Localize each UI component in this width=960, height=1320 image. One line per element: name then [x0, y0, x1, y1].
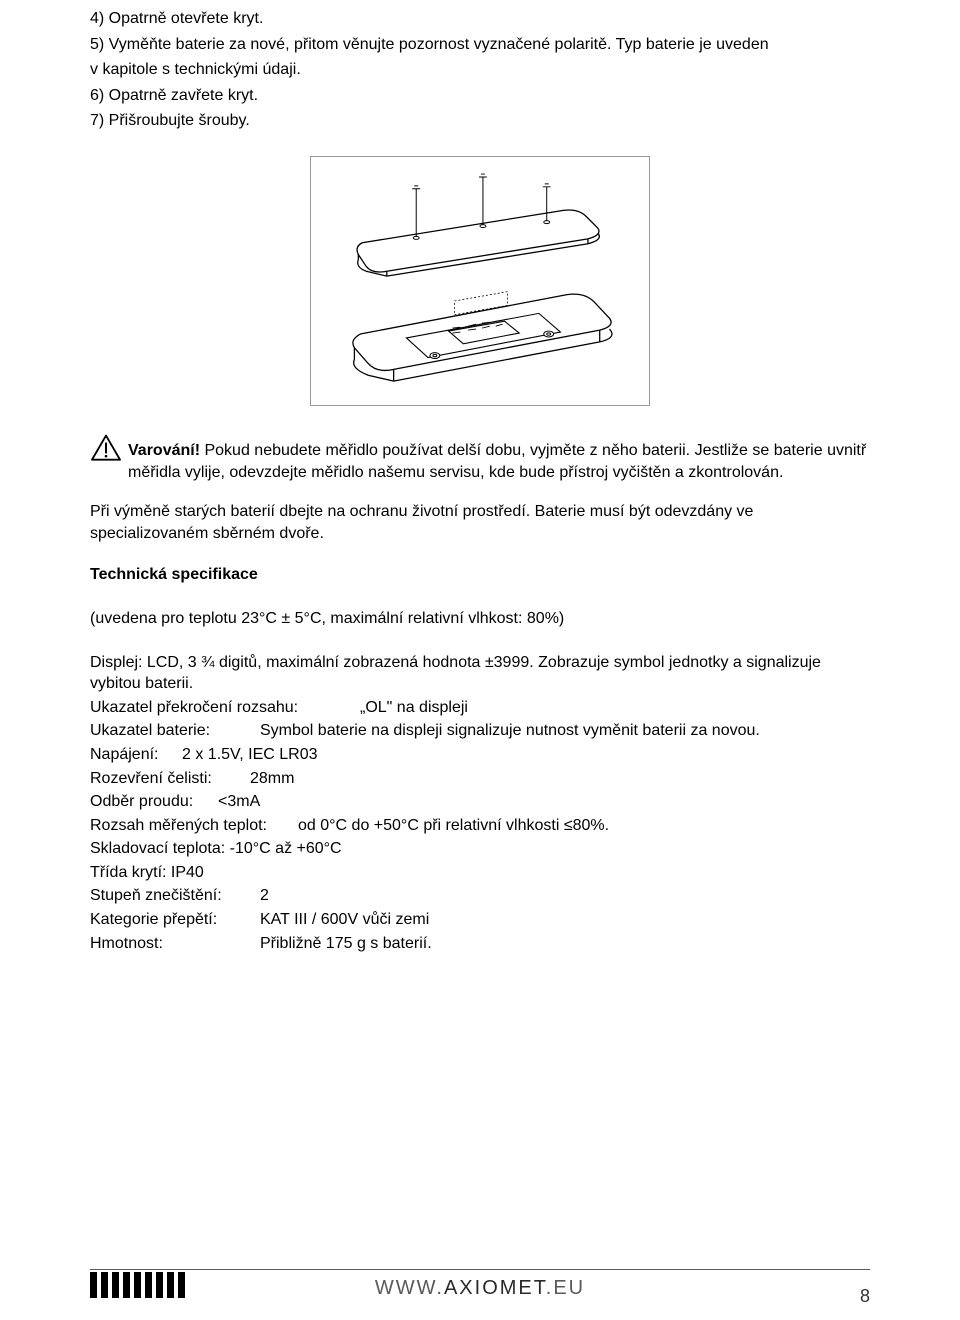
- spec-value: KAT III / 600V vůči zemi: [260, 909, 429, 931]
- step-6: 6) Opatrně zavřete kryt.: [90, 85, 870, 107]
- spec-label: Ukazatel překročení rozsahu:: [90, 697, 360, 719]
- spec-value: od 0°C do +50°C při relativní vlhkosti ≤…: [298, 815, 609, 837]
- environment-note: Při výměně starých baterií dbejte na och…: [90, 501, 870, 544]
- spec-conditions: (uvedena pro teplotu 23°C ± 5°C, maximál…: [90, 608, 870, 630]
- page-number: 8: [860, 1284, 870, 1308]
- warning-paragraph: Varování! Pokud nebudete měřidlo používa…: [90, 434, 870, 483]
- step-5-line2: v kapitole s technickými údaji.: [90, 59, 870, 81]
- spec-label: Rozsah měřených teplot:: [90, 815, 298, 837]
- spec-list: Displej: LCD, 3 ¾ digitů, maximální zobr…: [90, 652, 870, 955]
- spec-jaw: Rozevření čelisti: 28mm: [90, 768, 870, 790]
- url-suffix: .EU: [546, 1277, 585, 1299]
- spec-label: Rozevření čelisti:: [90, 768, 250, 790]
- barcode-icon: [90, 1272, 185, 1302]
- spec-label: Kategorie přepětí:: [90, 909, 260, 931]
- spec-label: Ukazatel baterie:: [90, 720, 260, 742]
- spec-current: Odběr proudu: <3mA: [90, 791, 870, 813]
- spec-label: Stupeň znečištění:: [90, 885, 260, 907]
- warning-title: Varování!: [128, 442, 204, 459]
- spec-value: <3mA: [218, 791, 260, 813]
- spec-ip: Třída krytí: IP40: [90, 862, 870, 884]
- spec-weight: Hmotnost: Přibližně 175 g s baterií.: [90, 933, 870, 955]
- warning-icon: [90, 434, 122, 462]
- step-7: 7) Přišroubujte šrouby.: [90, 110, 870, 132]
- spec-label: Hmotnost:: [90, 933, 260, 955]
- page-content: 4) Opatrně otevřete kryt. 5) Vyměňte bat…: [90, 0, 870, 954]
- spec-power: Napájení: 2 x 1.5V, IEC LR03: [90, 744, 870, 766]
- spec-value: 2 x 1.5V, IEC LR03: [182, 744, 318, 766]
- spec-value: 2: [260, 885, 269, 907]
- spec-temp-range: Rozsah měřených teplot: od 0°C do +50°C …: [90, 815, 870, 837]
- battery-diagram: [310, 156, 650, 406]
- spec-battery-indicator: Ukazatel baterie: Symbol baterie na disp…: [90, 720, 870, 742]
- url-prefix: WWW.: [375, 1277, 444, 1299]
- spec-overrange: Ukazatel překročení rozsahu: „OL" na dis…: [90, 697, 870, 719]
- page-footer: WWW.AXIOMET.EU 8: [0, 1269, 960, 1302]
- footer-url: WWW.AXIOMET.EU: [375, 1275, 585, 1302]
- spec-heading: Technická specifikace: [90, 564, 870, 586]
- spec-value: Symbol baterie na displeji signalizuje n…: [260, 720, 760, 742]
- url-main: AXIOMET: [444, 1277, 546, 1299]
- warning-body: Pokud nebudete měřidlo používat delší do…: [128, 442, 866, 481]
- spec-value: „OL" na displeji: [360, 697, 468, 719]
- spec-storage: Skladovací teplota: -10°C až +60°C: [90, 838, 870, 860]
- spec-display: Displej: LCD, 3 ¾ digitů, maximální zobr…: [90, 652, 870, 695]
- spec-label: Napájení:: [90, 744, 182, 766]
- step-4: 4) Opatrně otevřete kryt.: [90, 8, 870, 30]
- spec-value: 28mm: [250, 768, 294, 790]
- spec-category: Kategorie přepětí: KAT III / 600V vůči z…: [90, 909, 870, 931]
- exploded-view-svg: [323, 167, 637, 397]
- spec-value: Přibližně 175 g s baterií.: [260, 933, 432, 955]
- step-5-line1: 5) Vyměňte baterie za nové, přitom věnuj…: [90, 34, 870, 56]
- spec-label: Odběr proudu:: [90, 791, 218, 813]
- spec-pollution: Stupeň znečištění: 2: [90, 885, 870, 907]
